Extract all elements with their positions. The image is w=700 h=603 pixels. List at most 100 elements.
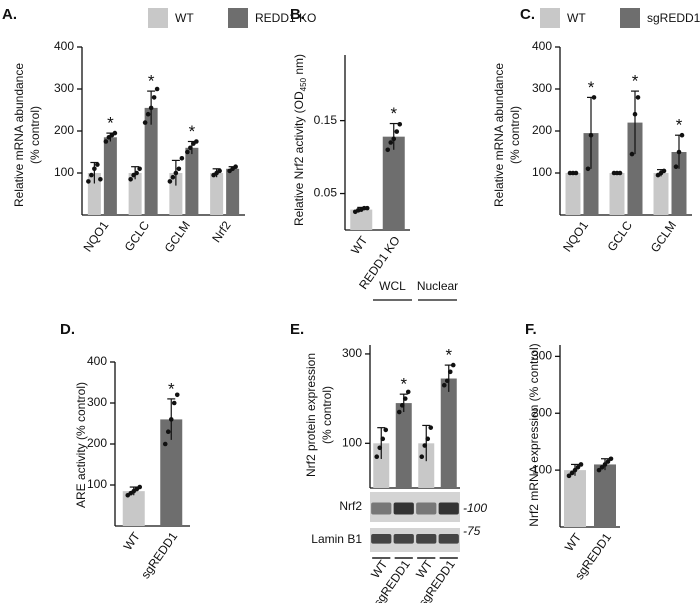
blot-band <box>371 502 392 515</box>
legend-swatch <box>540 8 560 28</box>
data-point <box>441 382 447 388</box>
blot-band <box>393 502 414 515</box>
significance-mark: * <box>148 72 155 91</box>
y-axis-label: Relative mRNA abundance <box>492 63 506 207</box>
data-point <box>676 149 682 155</box>
data-point <box>591 95 597 100</box>
y-tick-label: 100 <box>532 165 552 179</box>
data-point <box>572 467 578 473</box>
data-point <box>217 168 222 174</box>
y-tick-label: 100 <box>532 462 552 476</box>
data-point <box>394 129 400 134</box>
data-point <box>89 172 94 178</box>
data-point <box>137 166 142 172</box>
data-point <box>383 427 389 433</box>
data-point <box>148 105 154 111</box>
data-point <box>380 436 386 442</box>
data-point <box>585 166 591 172</box>
bar <box>583 133 599 215</box>
y-tick-label: 0.15 <box>314 113 338 127</box>
y-tick-label: 300 <box>54 81 74 95</box>
y-axis-label-sub: 450 <box>299 77 308 91</box>
significance-mark: * <box>390 104 397 123</box>
data-point <box>377 445 383 451</box>
data-point <box>399 403 405 408</box>
data-point <box>566 473 572 479</box>
y-axis-label: (% control) <box>320 386 334 444</box>
blot-marker: -75 <box>463 524 481 538</box>
y-axis-label: Relative Nrf2 activity (OD450 nm) <box>292 54 308 226</box>
blot-row-label: Nrf2 <box>339 499 362 513</box>
x-tick-label: NQO1 <box>560 218 591 254</box>
blot-band <box>416 534 437 544</box>
legend-swatch <box>228 8 248 28</box>
y-tick-label: 300 <box>87 395 107 409</box>
data-point <box>617 170 623 176</box>
data-point <box>168 417 174 422</box>
data-point <box>170 174 176 180</box>
data-point <box>154 86 160 92</box>
significance-mark: * <box>676 116 683 135</box>
data-point <box>608 456 614 462</box>
data-point <box>602 462 608 467</box>
data-point <box>185 149 190 155</box>
data-point <box>388 140 394 145</box>
data-point <box>425 436 431 442</box>
y-axis-label-part: nm) <box>292 54 306 78</box>
data-point <box>385 147 391 153</box>
significance-mark: * <box>588 78 595 97</box>
data-point <box>174 392 180 398</box>
data-point <box>134 170 139 176</box>
significance-mark: * <box>632 72 639 91</box>
data-point <box>599 464 605 470</box>
data-point <box>661 168 667 174</box>
significance-mark: * <box>189 122 196 141</box>
y-tick-label: 400 <box>54 39 74 53</box>
data-point <box>233 164 238 169</box>
x-tick-label: WT <box>562 530 585 554</box>
legend-label: WT <box>175 11 194 25</box>
data-point <box>145 111 151 117</box>
data-point <box>128 177 133 182</box>
y-tick-label: 200 <box>532 405 552 419</box>
x-tick-label: Nrf2 <box>209 218 234 245</box>
data-point <box>450 362 456 368</box>
bar <box>185 147 199 215</box>
data-point <box>428 425 434 430</box>
significance-mark: * <box>107 114 114 133</box>
panel-label: D. <box>60 321 75 338</box>
data-point <box>396 409 402 415</box>
y-axis-label: (% control) <box>28 106 42 164</box>
blot-band <box>438 534 459 544</box>
bar <box>382 136 405 230</box>
data-point <box>444 378 450 384</box>
legend-swatch <box>620 8 640 28</box>
data-point <box>397 121 403 127</box>
bar <box>440 378 457 488</box>
data-point <box>422 443 428 448</box>
blot-marker: -100 <box>463 501 487 515</box>
y-axis-label: Relative mRNA abundance <box>12 63 26 207</box>
bar <box>350 209 373 230</box>
data-point <box>679 132 685 138</box>
significance-mark: * <box>168 379 175 398</box>
bar <box>565 173 581 215</box>
panel-label: B. <box>290 6 305 23</box>
y-axis-label: (% control) <box>508 106 522 164</box>
data-point <box>578 462 584 467</box>
data-point <box>176 166 182 172</box>
data-point <box>635 95 641 100</box>
legend-label: REDD1 KO <box>255 11 316 25</box>
group-label: WCL <box>379 279 406 293</box>
bar <box>594 464 616 527</box>
data-point <box>673 164 679 169</box>
data-point <box>605 459 611 464</box>
data-point <box>374 454 380 460</box>
blot-band <box>438 502 459 515</box>
y-axis-label-part: Relative Nrf2 activity (OD <box>292 91 306 226</box>
legend-label: sgREDD1 <box>647 11 700 25</box>
bar <box>169 173 183 215</box>
bar <box>103 137 117 215</box>
data-point <box>575 464 581 470</box>
x-tick-label: GCLM <box>648 219 679 255</box>
